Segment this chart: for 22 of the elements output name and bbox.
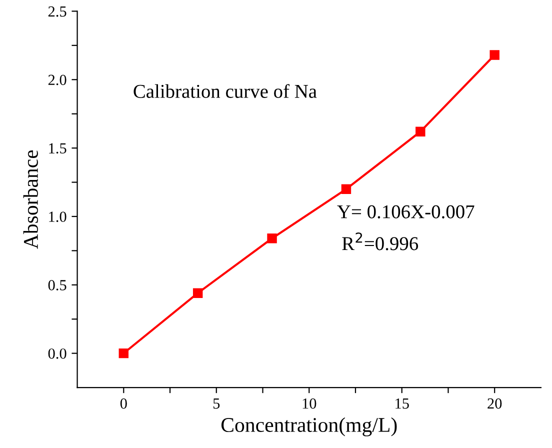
- point: [118, 348, 129, 358]
- y-tick-label: 2.5: [48, 6, 66, 17]
- x-tick-label: 5: [213, 398, 220, 409]
- y-tick-label: 2.0: [48, 74, 66, 86]
- x-axis-title: Concentration(mg/L): [221, 417, 397, 436]
- annotation: R$^{2}$=0.996: [342, 232, 418, 250]
- x-tick-label: 10: [302, 398, 316, 409]
- point: [490, 50, 500, 60]
- annotation: Y= 0.106X-0.007: [337, 205, 474, 218]
- point: [416, 126, 426, 136]
- y-tick-label: 0.0: [48, 348, 66, 359]
- y-axis-title: Absorbance: [23, 150, 38, 249]
- point: [341, 184, 352, 194]
- annotation: Calibration curve of Na: [134, 84, 317, 98]
- x-tick-label: 0: [120, 398, 127, 409]
- y-tick-label: 0.5: [48, 280, 66, 290]
- y-tick-label: 1.5: [49, 143, 66, 154]
- x-tick-label: 15: [396, 398, 409, 409]
- y-tick-label: 1.0: [49, 212, 66, 222]
- point: [267, 234, 277, 244]
- point: [192, 288, 203, 298]
- x-tick-label: 20: [488, 398, 502, 409]
